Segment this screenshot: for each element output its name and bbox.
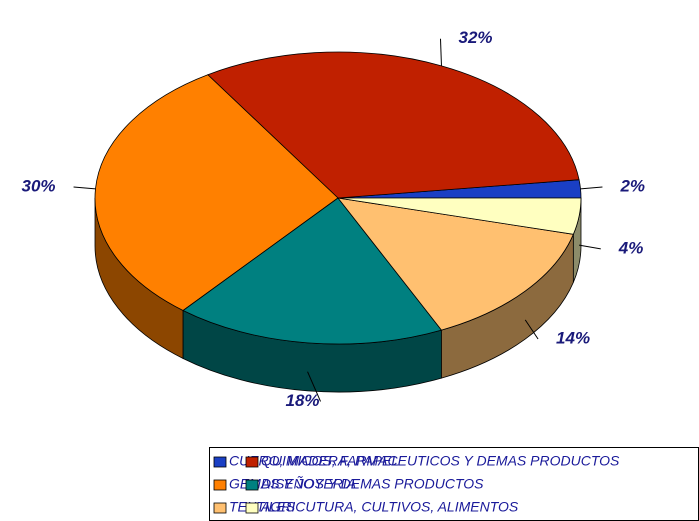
legend-swatch [213, 479, 227, 491]
leader-line [578, 244, 601, 250]
legend-swatch [245, 479, 259, 491]
leader-line [439, 38, 442, 66]
legend-swatch [213, 456, 227, 468]
pie-tops [94, 51, 582, 345]
legend-swatch [245, 456, 259, 468]
data-label: 18% [286, 391, 320, 410]
pie-slice [337, 197, 574, 331]
legend-label: CUERO, MADERA, PAPEL [229, 453, 399, 469]
data-label: 14% [556, 328, 590, 347]
legend-swatch [213, 502, 227, 514]
leader-line [307, 371, 321, 402]
leader-line [580, 186, 603, 190]
leader-line [73, 186, 96, 190]
legend-label: GEMAS Y JOYERIA [229, 476, 356, 492]
data-label: 4% [618, 238, 644, 257]
data-label: 30% [22, 176, 56, 195]
pie-sides [94, 197, 582, 393]
data-label: 2% [619, 176, 645, 195]
legend-swatch [245, 502, 259, 514]
legend-label: AGRICUTURA, CULTIVOS, ALIMENTOS [260, 499, 519, 515]
pie-slice [182, 197, 443, 345]
pie-slice [337, 197, 582, 235]
legend-box [209, 447, 699, 521]
data-label: 32% [458, 28, 492, 47]
legend-label: DISEÑOS Y DEMAS PRODUCTOS [261, 476, 484, 492]
legend-label: QUIMICOS, FARMACEUTICOS Y DEMAS PRODUCTO… [261, 453, 620, 469]
leader-line [524, 319, 539, 340]
